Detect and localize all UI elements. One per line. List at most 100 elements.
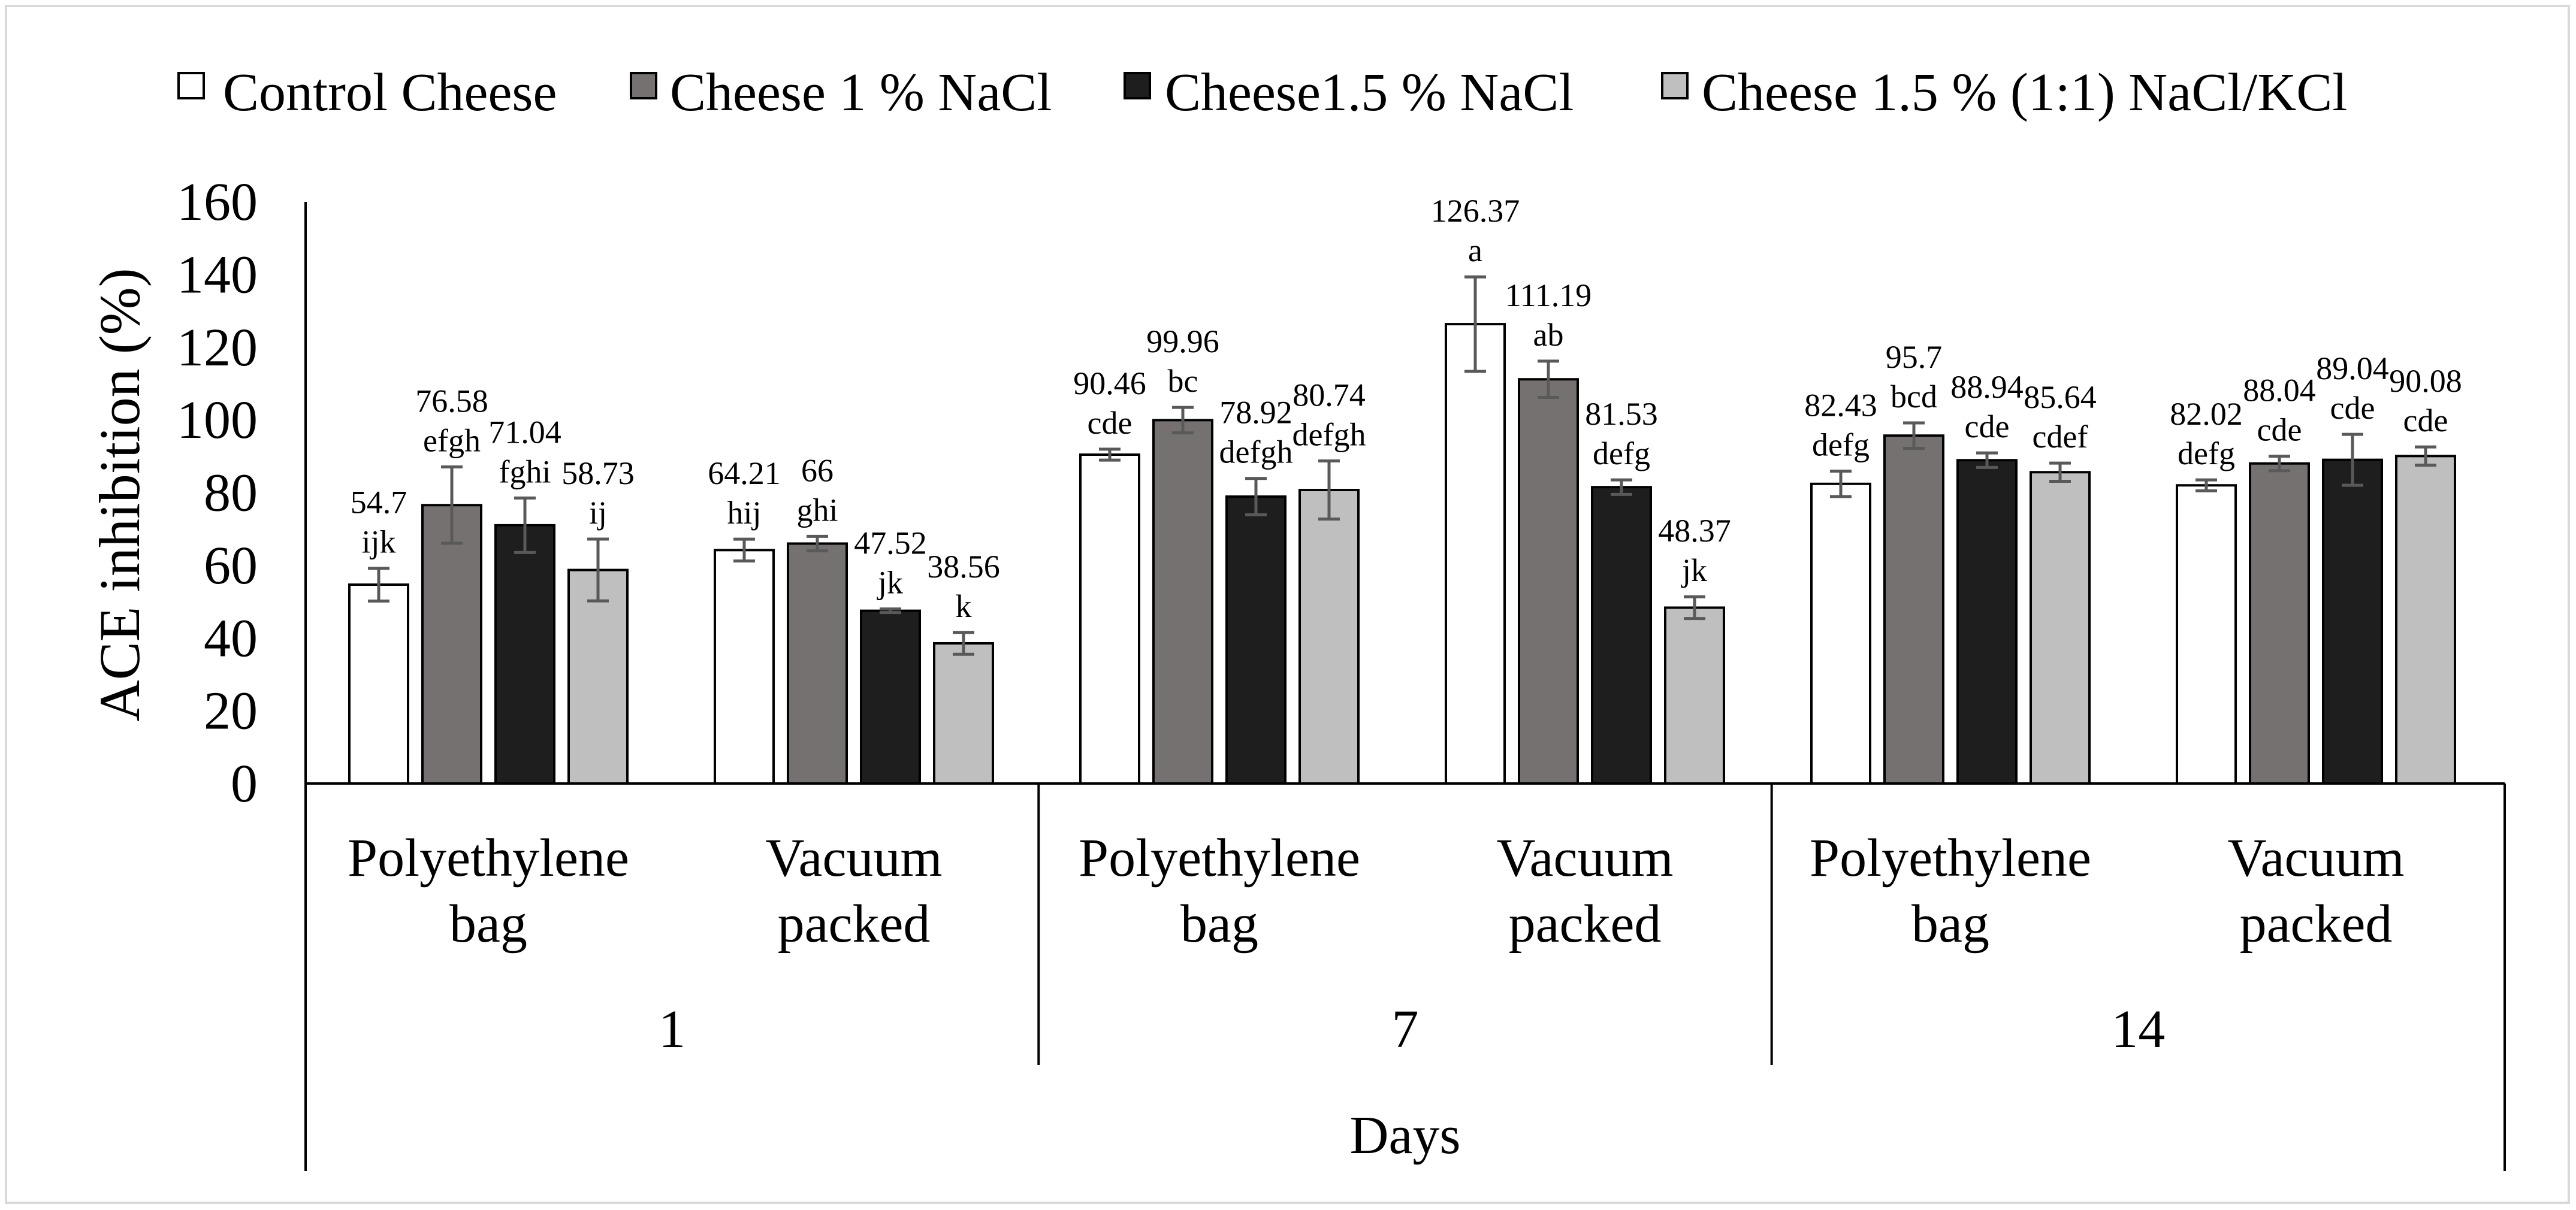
- bar: [2030, 471, 2091, 785]
- x-group-label-line1: Vacuum: [2228, 828, 2405, 888]
- bar: [714, 549, 775, 785]
- legend-swatch-nacl-kcl: [1661, 72, 1689, 99]
- data-label-value: 89.04: [2316, 350, 2389, 386]
- bar: [1664, 606, 1725, 785]
- data-label-value: 78.92: [1219, 395, 1292, 431]
- data-label-value: 88.04: [2243, 373, 2316, 409]
- legend-label-nacl-kcl: Cheese 1.5 % (1:1) NaCl/KCl: [1702, 63, 2347, 122]
- x-axis: PolyethylenebagVacuumpackedPolyethyleneb…: [304, 782, 2506, 1171]
- data-label-significance: cde: [2330, 390, 2375, 426]
- x-axis-title: Days: [1350, 1106, 1461, 1165]
- data-label-significance: fghi: [499, 453, 551, 489]
- data-label-significance: ab: [1533, 317, 1564, 353]
- x-group-label-line1: Polyethylene: [348, 828, 629, 888]
- bar: [2176, 484, 2237, 785]
- bar: [1810, 482, 1871, 785]
- bar: [933, 642, 994, 785]
- data-label-significance: jk: [1681, 552, 1707, 588]
- legend-swatch-control: [177, 72, 205, 99]
- legend-label-1pct-nacl: Cheese 1 % NaCl: [670, 63, 1052, 122]
- x-group-label-line1: Vacuum: [1497, 828, 1674, 888]
- bar: [1298, 489, 1360, 785]
- x-group-label-line1: Polyethylene: [1079, 828, 1360, 888]
- y-axis: 0 20 40 60 80 100 120 140 160: [177, 173, 307, 813]
- y-tick-label: 0: [231, 754, 258, 813]
- bar: [787, 542, 848, 785]
- y-tick-label: 20: [204, 682, 258, 741]
- data-label-value: 76.58: [415, 383, 488, 419]
- x-group-label-line1: Vacuum: [766, 828, 943, 888]
- data-label-value: 88.94: [1950, 369, 2024, 405]
- x-group-label-line2: bag: [1911, 894, 1989, 954]
- data-label-value: 90.08: [2389, 363, 2462, 399]
- data-label-significance: a: [1468, 232, 1482, 268]
- data-label-value: 82.02: [2170, 396, 2243, 432]
- y-tick-label: 80: [204, 464, 258, 523]
- data-label-value: 111.19: [1505, 277, 1592, 313]
- legend-item-nacl-kcl[interactable]: Cheese 1.5 % (1:1) NaCl/KCl: [1661, 63, 2347, 122]
- bar: [1152, 419, 1213, 785]
- data-label-value: 54.7: [351, 485, 407, 521]
- legend-item-1-5pct-nacl[interactable]: Cheese1.5 % NaCl: [1124, 63, 1574, 122]
- x-day-label: 7: [1392, 1000, 1419, 1059]
- data-label-value: 38.56: [927, 549, 1000, 585]
- data-label-significance: efgh: [423, 423, 481, 459]
- data-label-significance: bc: [1168, 363, 1198, 399]
- data-label-value: 81.53: [1585, 396, 1658, 432]
- data-label-significance: ijk: [361, 524, 395, 560]
- bar: [2249, 462, 2310, 785]
- bar: [421, 504, 482, 785]
- data-label-value: 48.37: [1658, 513, 1731, 549]
- bar: [1883, 434, 1944, 785]
- data-label-value: 58.73: [561, 455, 635, 491]
- data-label-significance: ghi: [796, 492, 838, 528]
- y-tick-label: 100: [177, 391, 258, 450]
- data-label-value: 80.74: [1292, 377, 1366, 413]
- bar: [2322, 458, 2383, 785]
- bar: [2395, 455, 2456, 785]
- bar: [348, 583, 409, 785]
- bar: [1956, 459, 2018, 785]
- data-label-value: 90.46: [1073, 365, 1146, 401]
- data-label-significance: cde: [2403, 403, 2448, 438]
- y-axis-label: ACE inhibition (%): [87, 268, 152, 721]
- x-day-label: 14: [2111, 1000, 2165, 1059]
- bar: [1079, 453, 1140, 785]
- y-tick-label: 140: [177, 245, 258, 304]
- legend-swatch-1pct-nacl: [630, 72, 657, 99]
- legend-label-1-5pct-nacl: Cheese1.5 % NaCl: [1165, 63, 1574, 122]
- y-tick-label: 160: [177, 173, 258, 232]
- y-tick-label: 40: [204, 609, 258, 668]
- x-group-label-line2: packed: [1509, 894, 1662, 954]
- data-label-significance: defg: [2178, 435, 2235, 471]
- data-label-value: 126.37: [1431, 193, 1520, 229]
- data-label-significance: hij: [727, 495, 761, 531]
- data-label-significance: k: [956, 588, 972, 624]
- data-label-value: 99.96: [1146, 323, 1219, 359]
- bar: [860, 609, 921, 785]
- bar: [1591, 486, 1652, 785]
- data-label-value: 71.04: [488, 414, 561, 450]
- legend-item-control[interactable]: Control Cheese: [177, 63, 557, 122]
- data-label-value: 82.43: [1804, 388, 1877, 424]
- data-label-value: 47.52: [854, 525, 927, 561]
- data-label-significance: defg: [1812, 427, 1870, 463]
- y-tick-label: 60: [204, 536, 258, 595]
- x-group-label-line2: packed: [778, 894, 931, 954]
- x-group-label-line2: bag: [1180, 894, 1258, 954]
- data-label-value: 64.21: [708, 455, 781, 491]
- data-label-value: 66: [801, 452, 833, 488]
- data-label-significance: defgh: [1219, 434, 1293, 470]
- legend-label-control: Control Cheese: [223, 63, 557, 122]
- data-label-significance: cde: [1088, 405, 1133, 441]
- legend-item-1pct-nacl[interactable]: Cheese 1 % NaCl: [630, 63, 1052, 122]
- data-label-significance: bcd: [1891, 379, 1937, 415]
- data-label-significance: cde: [2257, 412, 2302, 448]
- data-label-value: 95.7: [1886, 339, 1943, 375]
- y-tick-label: 120: [177, 318, 258, 377]
- x-group-label-line1: Polyethylene: [1810, 828, 2091, 888]
- bar: [1518, 378, 1579, 785]
- data-label-significance: cdef: [2033, 419, 2088, 455]
- x-group-label-line2: bag: [449, 894, 527, 954]
